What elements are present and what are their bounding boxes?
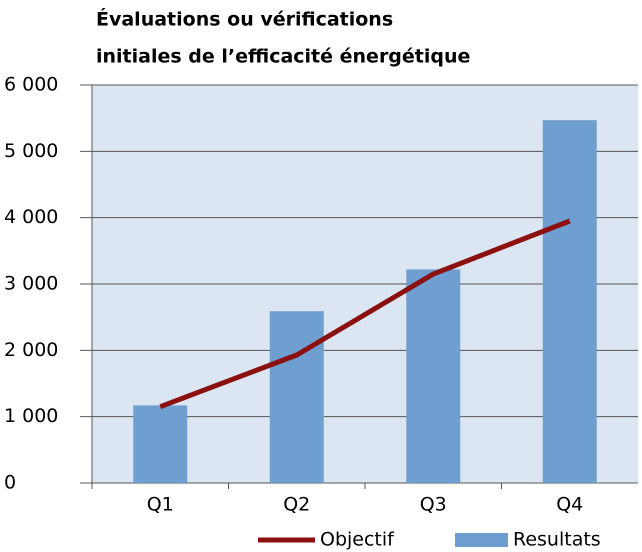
y-tick-label: 1 000 xyxy=(4,405,58,427)
chart-title: initiales de l’efficacité énergétique xyxy=(96,46,470,68)
legend-swatch xyxy=(455,533,508,547)
bar xyxy=(133,405,188,483)
x-tick-label: Q4 xyxy=(556,494,583,516)
line xyxy=(159,218,571,410)
x-tick-label: Q1 xyxy=(147,494,174,516)
chart-title: Évaluations ou vérifications xyxy=(96,8,393,31)
legend-label: Objectif xyxy=(320,529,395,551)
bar xyxy=(406,269,461,483)
y-tick-label: 6 000 xyxy=(4,74,58,96)
y-tick-label: 2 000 xyxy=(4,339,58,361)
legend-label: Resultats xyxy=(513,529,601,551)
y-tick-label: 4 000 xyxy=(4,206,58,228)
x-tick-label: Q3 xyxy=(420,494,447,516)
y-tick-label: 0 xyxy=(4,472,16,494)
bar xyxy=(269,311,324,483)
y-tick-label: 5 000 xyxy=(4,140,58,162)
bar xyxy=(542,120,597,483)
y-tick-label: 3 000 xyxy=(4,273,58,295)
x-tick-label: Q2 xyxy=(283,494,310,516)
